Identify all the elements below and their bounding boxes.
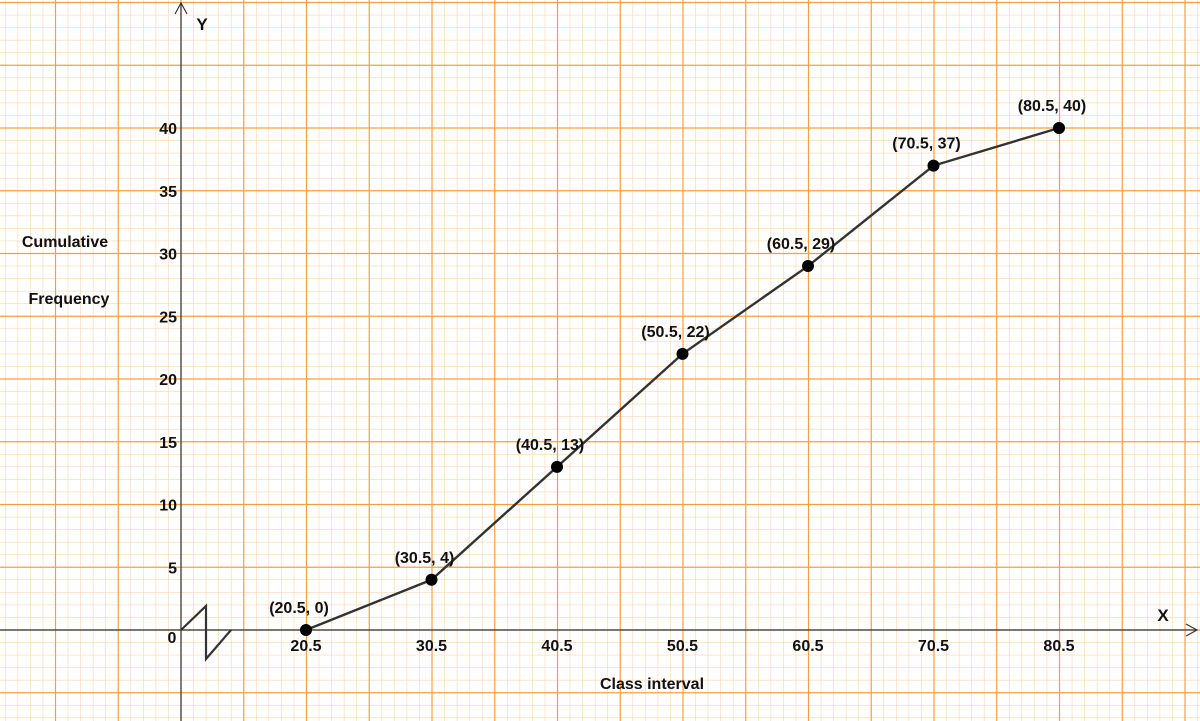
y-axis-letter: Y <box>196 15 208 34</box>
y-tick-label: 40 <box>159 121 177 138</box>
x-tick-label: 50.5 <box>667 638 698 655</box>
x-tick-label: 20.5 <box>290 638 321 655</box>
y-axis-title-line-1: Cumulative <box>22 234 108 251</box>
axis-labels: Y X 0 Cumulative Frequency Class interva… <box>22 15 1169 693</box>
x-axis-letter: X <box>1157 606 1169 625</box>
y-tick-label: 25 <box>159 309 177 326</box>
x-tick-label: 40.5 <box>541 638 572 655</box>
x-tick-label: 60.5 <box>792 638 823 655</box>
y-tick-label: 30 <box>159 247 177 264</box>
data-point <box>551 460 563 473</box>
data-point-label: (20.5, 0) <box>269 600 329 617</box>
x-tick-label: 30.5 <box>416 638 447 655</box>
y-tick-label: 15 <box>159 435 177 452</box>
y-tick-label: 35 <box>159 184 177 201</box>
y-tick-label: 10 <box>159 498 177 515</box>
origin-label: 0 <box>168 630 177 647</box>
data-point <box>425 573 438 586</box>
data-point <box>927 159 940 172</box>
x-tick-label: 80.5 <box>1043 638 1074 655</box>
data-point <box>802 260 814 273</box>
y-tick-label: 20 <box>159 372 177 389</box>
data-points: (20.5, 0) (30.5, 4) (40.5, 13) (50.5, 22) (6… <box>269 98 1086 636</box>
axis-break-zigzag <box>180 603 232 662</box>
data-point-label: (40.5, 13) <box>516 437 584 454</box>
x-axis-title: Class interval <box>600 676 704 693</box>
x-tick-label: 70.5 <box>918 638 949 655</box>
data-point-label: (50.5, 22) <box>641 324 709 341</box>
y-axis-title-line-2: Frequency <box>29 291 110 308</box>
y-axis-arrow <box>174 1 188 15</box>
data-point-label: (30.5, 4) <box>395 550 455 567</box>
data-point-label: (70.5, 37) <box>892 136 960 153</box>
data-point <box>676 347 689 360</box>
data-point <box>1053 122 1065 134</box>
data-point-label: (80.5, 40) <box>1018 98 1086 115</box>
x-axis-arrow <box>1185 623 1199 637</box>
data-point-label: (60.5, 29) <box>767 236 835 253</box>
data-point <box>300 624 312 636</box>
y-tick-label: 5 <box>168 560 177 577</box>
tick-labels: 20.5 30.5 40.5 50.5 60.5 70.5 80.5 5 10 15 20 25 30 3… <box>159 121 1074 655</box>
